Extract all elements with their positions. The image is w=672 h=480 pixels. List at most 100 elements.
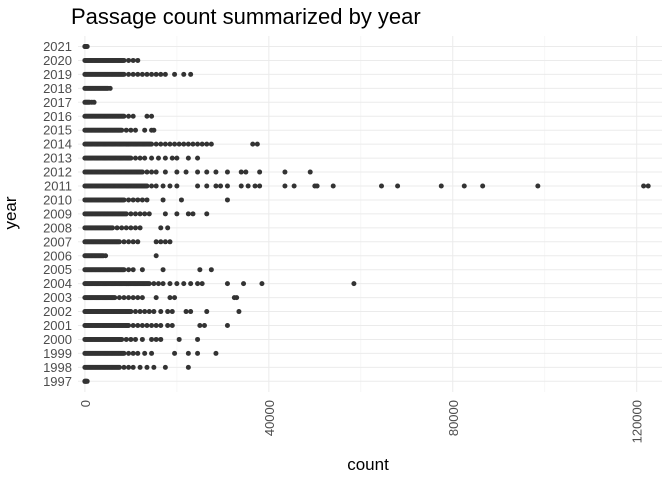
data-point [204,309,210,315]
data-point [172,71,178,77]
data-point [241,281,247,287]
data-point [236,309,242,315]
y-tick-label: 2005 [43,262,72,277]
data-point [282,169,288,175]
data-point [204,183,210,189]
data-point [128,309,134,315]
data-point [135,197,141,203]
data-point [167,295,173,301]
data-point [132,127,138,133]
data-point [132,155,138,161]
y-tick-label: 1999 [43,346,72,361]
data-point [112,295,118,301]
data-point [172,141,178,147]
data-point [123,211,129,217]
data-point [162,71,168,77]
data-point [176,141,182,147]
data-point [195,169,201,175]
data-point [234,295,240,301]
data-point [185,155,191,161]
data-point [167,141,173,147]
data-point [167,183,173,189]
data-point [153,253,159,259]
data-point [149,183,155,189]
x-axis-title: count [347,455,389,474]
y-tick-label: 2000 [43,332,72,347]
data-point [160,267,166,273]
data-point [153,323,159,328]
data-point [162,169,168,175]
data-point [116,239,122,245]
y-tick-label: 2019 [43,67,72,82]
data-point [130,239,136,245]
data-point [167,281,173,287]
data-point [119,127,125,133]
data-point [91,99,97,105]
data-point [307,169,313,175]
data-point [174,281,180,287]
x-tick-label: 40000 [262,400,277,436]
data-point [146,281,152,287]
data-point [282,183,288,189]
data-point [188,309,194,315]
data-point [123,336,129,342]
y-tick-label: 2008 [43,220,72,235]
data-point [162,155,168,161]
data-point [174,183,180,189]
data-point [151,127,157,133]
data-point [153,169,159,175]
data-point [135,71,141,77]
data-point [119,336,125,342]
data-point [107,85,113,91]
data-point [257,169,263,175]
data-point [238,169,244,175]
data-point [135,239,141,245]
y-tick-label: 2018 [43,81,72,96]
data-point [126,197,132,203]
data-point [438,183,444,189]
data-point [137,364,143,370]
data-point [204,211,210,217]
data-point [201,323,207,328]
data-point [165,323,171,328]
data-point [155,155,161,161]
data-point [116,364,122,370]
data-point [126,71,132,77]
data-point [162,239,168,245]
data-point [151,281,157,287]
data-point [178,197,184,203]
y-tick-label: 2014 [43,137,72,152]
data-point [351,281,357,287]
y-tick-label: 2010 [43,192,72,207]
data-point [218,183,224,189]
data-point [135,323,141,328]
y-tick-label: 2009 [43,206,72,221]
data-point [204,169,210,175]
data-point [645,183,651,189]
data-point [174,169,180,175]
data-point [183,169,189,175]
data-point [195,183,201,189]
data-point [126,364,132,370]
data-point [199,281,205,287]
data-point [195,350,201,356]
data-point [126,57,132,63]
y-tick-labels: 1997199819992000200120022003200420052006… [43,39,72,389]
y-tick-label: 2007 [43,234,72,249]
data-point [142,127,148,133]
data-point [165,225,171,231]
data-point [188,281,194,287]
data-point [641,183,647,189]
data-point [130,57,136,63]
data-point [130,71,136,77]
data-point [130,267,136,273]
y-tick-label: 2002 [43,304,72,319]
data-point [146,211,152,217]
data-point [204,141,210,147]
data-point [142,211,148,217]
data-point [535,183,541,189]
data-point [130,295,136,301]
data-point [197,267,203,273]
data-point [160,183,166,189]
data-point [109,225,115,231]
